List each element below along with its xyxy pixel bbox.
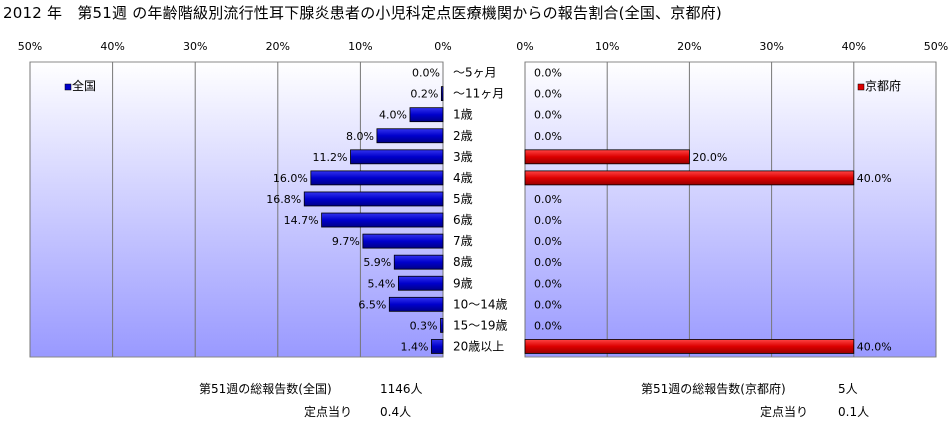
left-bar: [431, 339, 444, 354]
left-bar: [310, 170, 444, 186]
left-data-label: 1.4%: [400, 340, 428, 353]
left-tick-label: 50%: [18, 40, 42, 53]
left-bar: [409, 107, 444, 123]
left-data-label: 6.5%: [358, 298, 386, 311]
left-bar: [397, 275, 444, 291]
right-data-label: 40.0%: [857, 172, 892, 185]
age-category-label: ～5ヶ月: [453, 66, 497, 80]
left-tick-label: 10%: [348, 40, 372, 53]
left-legend-swatch: [64, 83, 72, 91]
right-data-label: 0.0%: [534, 193, 562, 206]
age-category-labels: ～5ヶ月 ～11ヶ月 1歳 2歳 3歳 4歳 5歳 6歳 7歳 8歳 9歳 10～14歳 15～19歳 2…: [453, 66, 508, 354]
age-category-label: 20歳以上: [453, 339, 504, 353]
left-bar: [440, 317, 444, 333]
left-bar: [393, 254, 444, 270]
right-legend-label: 京都府: [865, 78, 901, 93]
age-category-label: ～11ヶ月: [453, 87, 504, 101]
right-data-label: 0.0%: [534, 256, 562, 269]
age-category-label: 6歳: [453, 213, 473, 227]
left-bar: [303, 191, 444, 207]
age-category-label: 9歳: [453, 276, 473, 290]
right-data-label: 0.0%: [534, 88, 562, 101]
left-data-label: 0.3%: [410, 319, 438, 332]
right-tick-label: 40%: [842, 40, 866, 53]
age-category-label: 8歳: [453, 255, 473, 269]
left-data-label: 16.0%: [273, 172, 308, 185]
left-bar: [388, 296, 444, 312]
left-tick-label: 40%: [100, 40, 124, 53]
left-bar: [376, 128, 444, 144]
right-tick-label: 10%: [595, 40, 619, 53]
left-data-label: 0.2%: [410, 88, 438, 101]
age-category-label: 15～19歳: [453, 318, 508, 332]
national-total-label: 第51週の総報告数(全国): [199, 382, 332, 396]
kyoto-per-label: 定点当り: [760, 405, 809, 419]
right-data-label: 0.0%: [534, 319, 562, 332]
right-legend-swatch: [857, 83, 865, 91]
left-data-label: 14.7%: [284, 214, 319, 227]
age-category-label: 3歳: [453, 150, 473, 164]
age-category-label: 5歳: [453, 192, 473, 206]
national-per-label: 定点当り: [304, 405, 353, 419]
left-data-label: 0.0%: [412, 67, 440, 80]
national-total-value: 1146人: [380, 382, 423, 396]
right-data-label: 0.0%: [534, 214, 562, 227]
age-category-label: 10～14歳: [453, 297, 508, 311]
age-category-label: 2歳: [453, 129, 473, 143]
right-tick-label: 50%: [924, 40, 948, 53]
right-data-label: 20.0%: [692, 151, 727, 164]
age-category-label: 7歳: [453, 234, 473, 248]
right-plot-area: [524, 61, 937, 358]
right-data-label: 0.0%: [534, 130, 562, 143]
right-bar: [524, 170, 855, 186]
left-plot-area: [29, 61, 444, 358]
left-data-label: 5.4%: [367, 277, 395, 290]
right-data-label: 0.0%: [534, 67, 562, 80]
left-data-label: 11.2%: [313, 151, 348, 164]
kyoto-total-value: 5人: [838, 382, 858, 396]
left-data-label: 8.0%: [346, 130, 374, 143]
right-bar: [524, 339, 855, 354]
left-bar: [362, 233, 444, 249]
right-data-label: 40.0%: [857, 340, 892, 353]
age-category-label: 4歳: [453, 171, 473, 185]
left-bar: [321, 212, 444, 228]
left-data-label: 5.9%: [363, 256, 391, 269]
left-data-label: 16.8%: [266, 193, 301, 206]
left-bar: [440, 86, 444, 102]
left-bar: [350, 149, 444, 165]
left-tick-label: 30%: [183, 40, 207, 53]
left-tick-label: 0%: [434, 40, 451, 53]
left-legend-label: 全国: [72, 78, 96, 93]
right-bar: [524, 149, 690, 165]
national-per-value: 0.4人: [380, 405, 412, 419]
left-data-label: 9.7%: [332, 235, 360, 248]
right-data-label: 0.0%: [534, 277, 562, 290]
chart-title: 2012 年 第51週 の年齢階級別流行性耳下腺炎患者の小児科定点医療機関からの…: [3, 4, 722, 22]
kyoto-total-label: 第51週の総報告数(京都府): [641, 382, 786, 396]
left-tick-label: 20%: [266, 40, 290, 53]
right-tick-label: 20%: [677, 40, 701, 53]
age-category-label: 1歳: [453, 108, 473, 122]
right-data-label: 0.0%: [534, 109, 562, 122]
right-data-label: 0.0%: [534, 235, 562, 248]
left-data-label: 4.0%: [379, 109, 407, 122]
national-chart: 50% 40% 30% 20% 10% 0% 0.0% 0.2%4.0% 8.0% 11.2% 16…: [18, 40, 452, 358]
right-data-label: 0.0%: [534, 298, 562, 311]
kyoto-per-value: 0.1人: [838, 405, 870, 419]
kyoto-chart: 0% 10% 20% 30% 40% 50% 0.0% 0.0% 0.0% 0.0% 20.0% 40…: [516, 40, 948, 358]
right-tick-label: 0%: [516, 40, 533, 53]
right-tick-label: 30%: [759, 40, 783, 53]
